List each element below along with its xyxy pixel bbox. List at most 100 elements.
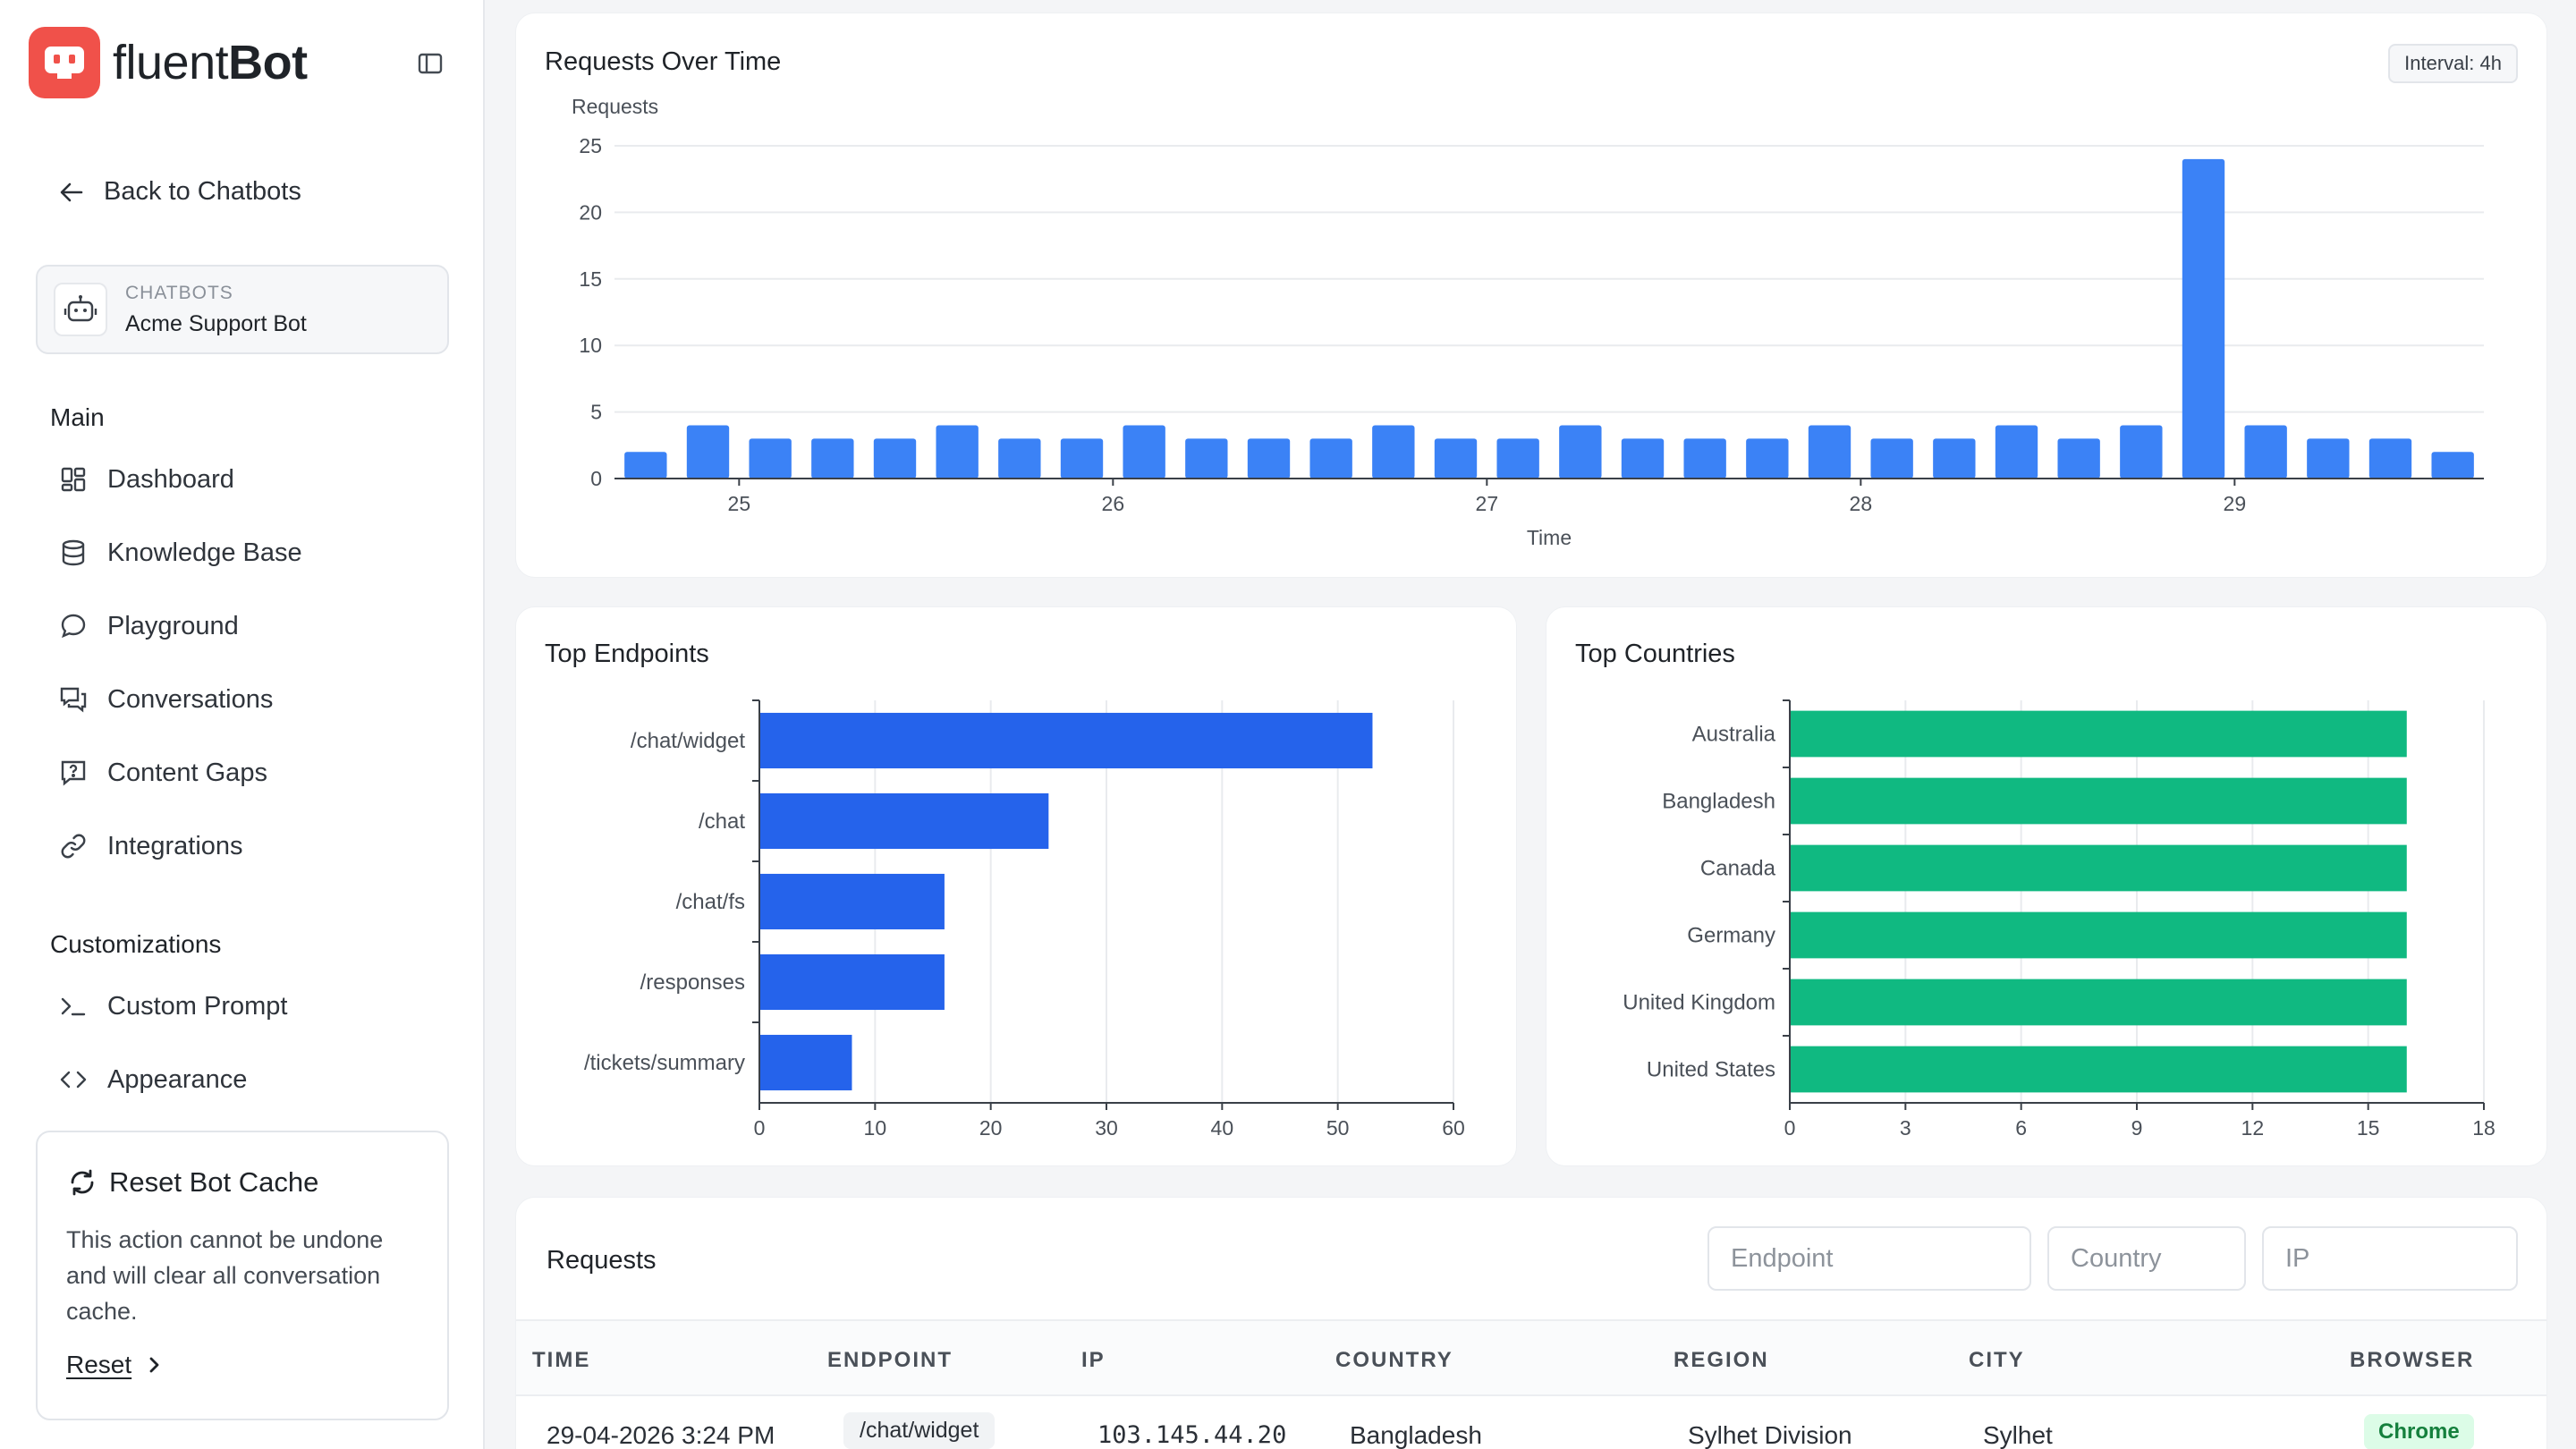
column-header-ip[interactable]: IP — [1081, 1348, 1106, 1372]
endpoint-filter-input[interactable] — [1707, 1226, 2031, 1291]
bar — [873, 438, 917, 479]
bar — [811, 438, 854, 479]
bar — [2244, 425, 2287, 479]
sidebar-item-label: Appearance — [107, 1064, 248, 1094]
sidebar-item-integrations[interactable]: Integrations — [57, 828, 243, 864]
x-tick-label: 12 — [2241, 1116, 2265, 1140]
sidebar-item-conversations[interactable]: Conversations — [57, 682, 273, 717]
top-countries-chart: 0 3 6 9 12 15 18 Australia Bangladesh Canada Germa… — [1623, 699, 2496, 1140]
top-endpoints-title: Top Endpoints — [545, 640, 709, 668]
bar — [759, 1034, 852, 1091]
sidebar-toggle-icon[interactable] — [417, 50, 444, 77]
sidebar-item-custom-prompt[interactable]: Custom Prompt — [57, 988, 287, 1024]
cell-browser: Chrome — [2364, 1414, 2474, 1449]
bar — [1790, 979, 2407, 1026]
bar — [1746, 438, 1789, 479]
column-header-region[interactable]: REGION — [1674, 1348, 1769, 1372]
reset-button[interactable]: Reset — [66, 1351, 419, 1379]
section-title-main: Main — [50, 403, 105, 431]
sidebar-item-content-gaps[interactable]: Content Gaps — [57, 755, 267, 791]
column-header-browser[interactable]: BROWSER — [2350, 1348, 2475, 1372]
bot-card-kicker: CHATBOTS — [125, 282, 233, 303]
bar — [1808, 425, 1852, 479]
table-filters — [1707, 1226, 2518, 1291]
bar — [2431, 452, 2474, 479]
bar — [2057, 438, 2100, 479]
reset-link-label: Reset — [66, 1351, 132, 1378]
bar — [1621, 438, 1665, 479]
column-header-time[interactable]: TIME — [532, 1348, 591, 1372]
sidebar-item-appearance[interactable]: Appearance — [57, 1062, 247, 1097]
bar — [2368, 438, 2412, 479]
y-tick-label: 15 — [579, 267, 602, 291]
requests-over-time-panel: Requests Over Time Interval: 4h Requests… — [515, 13, 2547, 578]
cell-ip: 103.145.44.20 — [1097, 1421, 1287, 1449]
reset-card-title-row: Reset Bot Cache — [66, 1166, 419, 1199]
cell-endpoint: /chat/widget — [843, 1412, 996, 1449]
column-header-endpoint[interactable]: ENDPOINT — [827, 1348, 953, 1372]
bot-card-name: Acme Support Bot — [125, 310, 307, 336]
chat-bubble-icon — [57, 610, 89, 642]
bar — [1185, 438, 1228, 479]
bar — [1790, 777, 2407, 825]
bot-selector[interactable]: CHATBOTS Acme Support Bot — [36, 265, 449, 354]
bar — [749, 438, 792, 479]
y-tick-label: United States — [1647, 1058, 1775, 1082]
back-to-chatbots-link[interactable]: Back to Chatbots — [57, 177, 301, 207]
country-filter-input[interactable] — [2047, 1226, 2246, 1291]
dashboard-icon — [57, 463, 89, 496]
reset-card-description: This action cannot be undone and will cl… — [66, 1226, 384, 1325]
sidebar-item-label: Knowledge Base — [107, 538, 302, 567]
x-tick-label: 6 — [2015, 1116, 2027, 1140]
code-icon — [57, 1063, 89, 1096]
sidebar-item-knowledge-base[interactable]: Knowledge Base — [57, 535, 302, 571]
bar — [1790, 911, 2407, 959]
bar — [1372, 425, 1415, 479]
sidebar-item-dashboard[interactable]: Dashboard — [57, 462, 234, 497]
app-name: fluentBot — [113, 36, 308, 89]
y-tick-label: 5 — [590, 401, 602, 424]
y-tick-label: Australia — [1692, 723, 1776, 747]
sidebar-item-label: Conversations — [107, 684, 274, 714]
bar — [1060, 438, 1104, 479]
bar — [759, 873, 945, 930]
sidebar-item-label: Content Gaps — [107, 758, 267, 787]
y-tick-label: /responses — [640, 970, 745, 995]
bar — [998, 438, 1041, 479]
requests-table-panel: Requests TIME ENDPOINT IP COUNTRY REGION… — [515, 1197, 2547, 1449]
interval-badge[interactable]: Interval: 4h — [2388, 44, 2518, 83]
x-tick-label: 20 — [979, 1116, 1003, 1140]
sidebar-item-label: Playground — [107, 611, 239, 640]
question-message-icon — [57, 757, 89, 789]
top-endpoints-chart: 0 10 20 30 40 50 60/chat/widget/chat/chat/fs/r… — [584, 699, 1465, 1140]
bar — [1309, 438, 1352, 479]
link-icon — [57, 830, 89, 862]
app-logo[interactable]: fluentBot — [29, 27, 308, 98]
column-header-country[interactable]: COUNTRY — [1335, 1348, 1453, 1372]
bar — [759, 712, 1373, 769]
top-countries-title: Top Countries — [1575, 640, 1735, 668]
column-header-city[interactable]: CITY — [1969, 1348, 2025, 1372]
sidebar-item-playground[interactable]: Playground — [57, 608, 239, 644]
bar — [1995, 425, 2038, 479]
requests-over-time-title: Requests Over Time — [545, 47, 782, 76]
terminal-icon — [57, 990, 89, 1022]
cell-time: 29-04-2026 3:24 PM — [547, 1421, 775, 1449]
bar — [759, 953, 945, 1011]
bar — [1434, 438, 1478, 479]
bar — [2307, 438, 2350, 479]
y-tick-label: /chat/widget — [631, 729, 745, 753]
bar — [1247, 438, 1291, 479]
bar — [2182, 158, 2225, 479]
requests-table-title: Requests — [547, 1246, 657, 1275]
ip-filter-input[interactable] — [2262, 1226, 2518, 1291]
y-tick-label: Bangladesh — [1662, 790, 1775, 814]
reset-cache-card: Reset Bot Cache This action cannot be un… — [36, 1131, 449, 1420]
x-tick-label: 25 — [728, 492, 751, 515]
sidebar-item-label: Dashboard — [107, 464, 234, 494]
x-tick-label: 40 — [1211, 1116, 1234, 1140]
section-title-customizations: Customizations — [50, 930, 222, 958]
y-tick-label: Canada — [1700, 857, 1776, 881]
y-tick-label: /chat/fs — [676, 890, 745, 914]
bar — [1870, 438, 1913, 479]
